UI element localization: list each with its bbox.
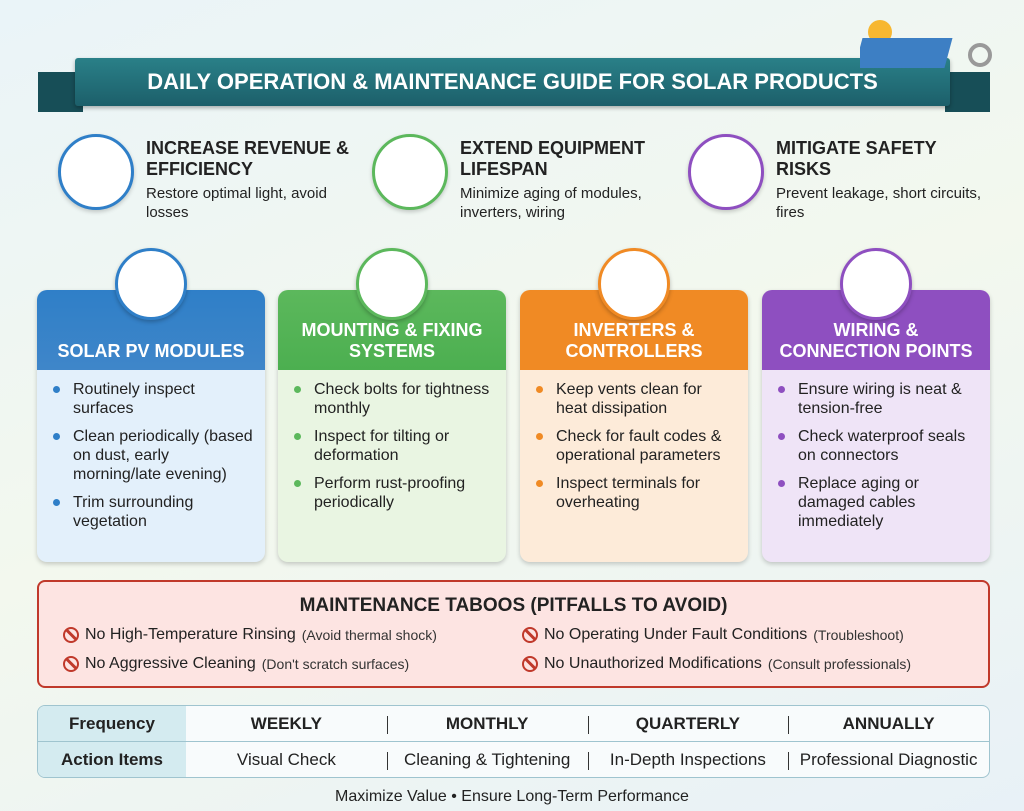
no-icon	[63, 627, 79, 643]
card-item: Keep vents clean for heat dissipation	[536, 380, 736, 418]
card-title: INVERTERS & CONTROLLERS	[520, 290, 748, 370]
card-icon	[356, 248, 428, 320]
card-item: Inspect for tilting or deformation	[294, 427, 494, 465]
no-icon	[63, 656, 79, 672]
card-body: Routinely inspect surfaces Clean periodic…	[37, 370, 265, 531]
benefit-icon	[372, 134, 448, 210]
card-item: Clean periodically (based on dust, early…	[53, 428, 253, 483]
taboos-box: MAINTENANCE TABOOS (PITFALLS TO AVOID) N…	[37, 580, 990, 688]
card-body: Keep vents clean for heat dissipation Che…	[520, 370, 748, 512]
taboo-note: (Avoid thermal shock)	[301, 627, 437, 643]
card-item: Trim surrounding vegetation	[53, 493, 253, 531]
benefit-text: Prevent leakage, short circuits, fires	[776, 185, 982, 221]
benefit-icon	[58, 134, 134, 210]
card-item: Replace aging or damaged cables immediat…	[778, 474, 978, 531]
schedule-table: Frequency WEEKLY MONTHLY QUARTERLY ANNUALLY…	[37, 705, 990, 778]
footer: Maximize Value • Ensure Long-Term Perfor…	[335, 788, 689, 805]
frequency: MONTHLY	[386, 714, 588, 734]
row-label: Frequency	[38, 706, 186, 741]
frequency-row: Frequency WEEKLY MONTHLY QUARTERLY ANNUALLY	[38, 706, 989, 742]
benefit-title: EXTEND EQUIPMENT LIFESPAN	[460, 138, 646, 179]
no-icon	[522, 627, 538, 643]
action-row: Action Items Visual Check Cleaning & Tigh…	[38, 742, 989, 777]
title-ribbon: DAILY OPERATION & MAINTENANCE GUIDE FOR …	[75, 58, 950, 106]
card-item: Routinely inspect surfaces	[53, 380, 253, 418]
taboo-text: No Operating Under Fault Conditions	[544, 626, 808, 643]
benefit: EXTEND EQUIPMENT LIFESPAN Minimize aging …	[460, 138, 680, 222]
taboos-title: MAINTENANCE TABOOS (PITFALLS TO AVOID)	[299, 595, 728, 616]
benefit-text: Minimize aging of modules, inverters, wi…	[460, 185, 642, 221]
title: DAILY OPERATION & MAINTENANCE GUIDE FOR …	[147, 69, 878, 94]
card: MOUNTING & FIXING SYSTEMS Check bolts for…	[278, 290, 506, 562]
card-icon	[840, 248, 912, 320]
frequency: QUARTERLY	[587, 714, 789, 734]
benefit-text: Restore optimal light, avoid losses	[146, 185, 327, 221]
card-icon	[598, 248, 670, 320]
action: Cleaning & Tightening	[386, 750, 588, 770]
benefit-icon	[688, 134, 764, 210]
taboo-item: No High-Temperature Rinsing (Avoid therma…	[63, 626, 437, 644]
card-item: Ensure wiring is neat & tension-free	[778, 380, 978, 418]
card-item: Check bolts for tightness monthly	[294, 380, 494, 418]
frequency: WEEKLY	[250, 713, 322, 733]
ribbon-tail	[945, 72, 990, 112]
benefit: MITIGATE SAFETY RISKS Prevent leakage, sh…	[776, 138, 996, 222]
taboo-item: No Operating Under Fault Conditions (Trou…	[522, 626, 904, 644]
card-item: Check waterproof seals on connectors	[778, 427, 978, 465]
benefit-title: MITIGATE SAFETY RISKS	[776, 138, 937, 179]
taboo-item: No Aggressive Cleaning (Don't scratch sur…	[63, 655, 409, 673]
row-label: Action Items	[38, 742, 186, 777]
action: Professional Diagnostic	[788, 750, 989, 770]
taboo-text: No Aggressive Cleaning	[85, 655, 256, 672]
taboo-note: (Troubleshoot)	[813, 627, 904, 643]
card-item: Inspect terminals for overheating	[536, 474, 736, 512]
action: In-Depth Inspections	[587, 750, 789, 770]
taboo-note: (Consult professionals)	[767, 656, 912, 672]
card-icon	[115, 248, 187, 320]
card-body: Ensure wiring is neat & tension-free Chec…	[762, 370, 990, 531]
card-body: Check bolts for tightness monthly Inspect…	[278, 370, 506, 512]
no-icon	[522, 656, 538, 672]
taboo-text: No Unauthorized Modifications	[544, 655, 762, 672]
card: SOLAR PV MODULES Routinely inspect surfac…	[37, 290, 265, 562]
card: WIRING & CONNECTION POINTS Ensure wiring …	[762, 290, 990, 562]
frequency: ANNUALLY	[788, 714, 989, 734]
benefit: INCREASE REVENUE & EFFICIENCY Restore opt…	[146, 138, 366, 222]
action: Visual Check	[236, 750, 336, 769]
taboo-item: No Unauthorized Modifications (Consult pr…	[522, 655, 911, 673]
benefit-title: INCREASE REVENUE & EFFICIENCY	[146, 138, 350, 179]
card-item: Check for fault codes & operational para…	[536, 427, 736, 465]
taboo-note: (Don't scratch surfaces)	[261, 656, 410, 672]
card-title: SOLAR PV MODULES	[37, 290, 265, 370]
card: INVERTERS & CONTROLLERS Keep vents clean …	[520, 290, 748, 562]
taboo-text: No High-Temperature Rinsing	[85, 626, 296, 643]
card-item: Perform rust-proofing periodically	[294, 474, 494, 512]
decor-panels	[860, 20, 992, 68]
